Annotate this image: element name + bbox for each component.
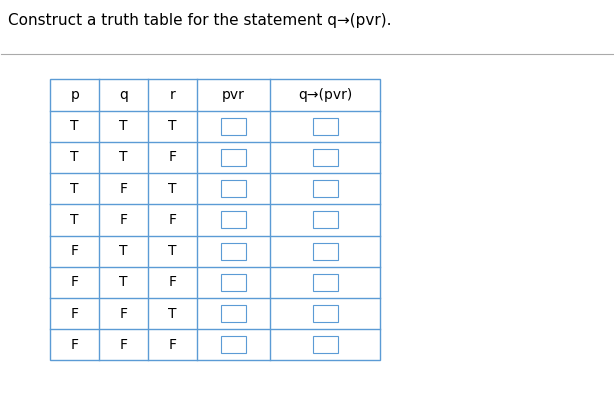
Text: F: F [120,213,128,227]
Bar [313,118,338,135]
Text: T: T [168,182,177,196]
Bar [222,211,246,228]
Bar [222,274,246,291]
Text: F: F [120,338,128,352]
Text: Construct a truth table for the statement q→(pvr).: Construct a truth table for the statemen… [7,13,391,28]
Text: q: q [119,88,128,102]
Text: T: T [168,244,177,258]
Bar [222,118,246,135]
Bar [313,211,338,228]
Text: T: T [119,119,128,133]
Text: T: T [71,151,79,165]
Text: F: F [168,338,177,352]
Text: F: F [120,182,128,196]
Text: T: T [71,119,79,133]
Text: T: T [168,119,177,133]
Bar [50,79,380,360]
Text: pvr: pvr [222,88,245,102]
Bar [313,180,338,197]
Text: T: T [71,182,79,196]
Bar [313,336,338,353]
Text: T: T [119,151,128,165]
Bar [313,149,338,166]
Text: F: F [71,307,79,321]
Bar [222,242,246,260]
Text: F: F [71,244,79,258]
Text: T: T [71,213,79,227]
Text: r: r [169,88,176,102]
Bar [313,274,338,291]
Bar [313,242,338,260]
Bar [222,180,246,197]
Text: F: F [168,213,177,227]
Text: F: F [168,151,177,165]
Text: T: T [119,244,128,258]
Bar [222,336,246,353]
Bar [313,305,338,322]
Text: T: T [168,307,177,321]
Bar [222,149,246,166]
Text: q→(pvr): q→(pvr) [298,88,352,102]
Text: F: F [71,338,79,352]
Bar [222,305,246,322]
Text: F: F [168,275,177,289]
Text: F: F [120,307,128,321]
Text: T: T [119,275,128,289]
Text: p: p [70,88,79,102]
Text: F: F [71,275,79,289]
